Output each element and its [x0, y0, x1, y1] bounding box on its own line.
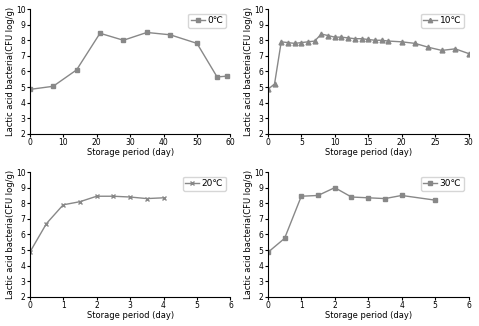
- X-axis label: Storage period (day): Storage period (day): [325, 311, 412, 320]
- Legend: 0℃: 0℃: [188, 14, 226, 28]
- Legend: 30℃: 30℃: [421, 177, 464, 191]
- Legend: 10℃: 10℃: [421, 14, 464, 28]
- X-axis label: Storage period (day): Storage period (day): [87, 148, 174, 157]
- Y-axis label: Lactic acid bacteria(CFU log/g): Lactic acid bacteria(CFU log/g): [6, 170, 14, 299]
- Y-axis label: Lactic acid bacteria(CFU log/g): Lactic acid bacteria(CFU log/g): [244, 170, 252, 299]
- X-axis label: Storage period (day): Storage period (day): [325, 148, 412, 157]
- Legend: 20℃: 20℃: [183, 177, 226, 191]
- Y-axis label: Lactic acid bacteria(CFU log/g): Lactic acid bacteria(CFU log/g): [6, 7, 14, 136]
- Y-axis label: Lactic acid bacteria(CFU log/g): Lactic acid bacteria(CFU log/g): [244, 7, 252, 136]
- X-axis label: Storage period (day): Storage period (day): [87, 311, 174, 320]
